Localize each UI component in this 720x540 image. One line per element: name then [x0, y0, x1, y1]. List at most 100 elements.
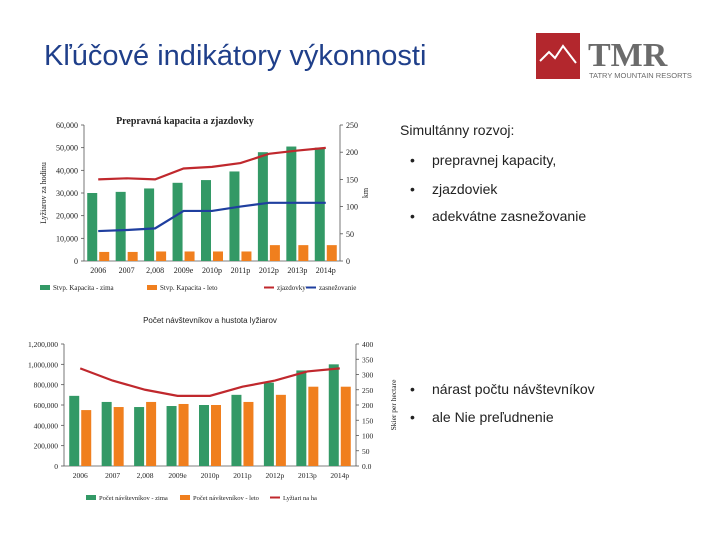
legend-label: Stvp. Kapacita - leto: [160, 284, 218, 292]
series-line: [98, 146, 326, 181]
bar: [296, 370, 307, 466]
bullet-text: adekvátne zasnežovanie: [432, 208, 587, 224]
bullet-item: • adekvátne zasnežovanie: [410, 208, 586, 224]
bullets-heading: Simultánny rozvoj:: [400, 122, 515, 138]
bullet-item: • nárast počtu návštevníkov: [410, 381, 595, 397]
bar: [127, 251, 138, 261]
tmr-logo: TMR TATRY MOUNTAIN RESORTS: [536, 33, 692, 80]
legend-label: zasnežovanie: [319, 284, 356, 292]
x-tick-label: 2012p: [259, 266, 279, 275]
y2-tick-label: 200: [362, 401, 374, 410]
y-tick-label: 200,000: [34, 442, 59, 451]
bar: [134, 407, 145, 466]
y-tick-label: 0: [54, 462, 58, 471]
bar: [213, 251, 223, 261]
bullet-text: ale Nie preľudnenie: [432, 409, 554, 425]
y-tick-label: 60,000: [56, 121, 78, 130]
x-tick-label: 2014p: [330, 471, 349, 480]
bar: [113, 407, 124, 466]
y2-tick-label: 200: [346, 148, 358, 157]
bar: [275, 394, 286, 466]
x-tick-label: 2011p: [231, 266, 251, 275]
y2-tick-label: 0.0: [362, 462, 372, 471]
bar: [99, 251, 110, 261]
bar: [257, 152, 268, 261]
series-line: [98, 201, 326, 233]
legend-swatch: [147, 285, 157, 290]
y-tick-label: 40,000: [56, 166, 78, 175]
bullet-dot: •: [410, 152, 415, 168]
bar: [229, 171, 240, 261]
bar: [184, 251, 195, 261]
logo-mark: [536, 33, 580, 79]
bar: [326, 245, 337, 261]
bar: [178, 403, 189, 466]
logo-subtitle: TATRY MOUNTAIN RESORTS: [589, 71, 692, 80]
x-tick-label: 2010p: [202, 266, 222, 275]
x-tick-label: 2013p: [298, 471, 317, 480]
bar: [199, 405, 209, 466]
logo-text: TMR: [588, 37, 668, 74]
series-line: [79, 367, 340, 397]
chart-title: Počet návštevníkov a hustota lyžiarov: [143, 316, 277, 325]
y2-tick-label: 250: [362, 386, 374, 395]
bullet-text: nárast počtu návštevníkov: [432, 381, 595, 397]
bar: [201, 180, 211, 261]
y2-tick-label: 0: [346, 257, 350, 266]
x-tick-label: 2007: [119, 266, 135, 275]
y-tick-label: 20,000: [56, 212, 78, 221]
bar: [69, 395, 80, 466]
bullet-dot: •: [410, 181, 415, 197]
y2-axis-label: km: [361, 187, 370, 198]
bullet-text: prepravnej kapacity,: [432, 152, 557, 168]
bar: [101, 401, 112, 466]
y2-axis-label: Skier per hectare: [389, 379, 398, 430]
y2-tick-label: 150: [362, 416, 374, 425]
bar: [241, 251, 252, 261]
bar: [340, 386, 351, 466]
x-tick-label: 2006: [73, 471, 88, 480]
bar: [286, 146, 297, 261]
bullet-item: • zjazdoviek: [410, 181, 497, 197]
x-tick-label: 2012p: [266, 471, 285, 480]
bullet-dot: •: [410, 208, 415, 224]
bar: [243, 401, 254, 466]
y2-tick-label: 50: [346, 230, 354, 239]
legend-swatch: [180, 495, 190, 500]
bar: [87, 193, 98, 261]
y2-tick-label: 150: [346, 175, 358, 184]
mountain-icon: [539, 44, 577, 64]
bar: [308, 386, 319, 466]
bullet-item: • ale Nie preľudnenie: [410, 409, 554, 425]
y-tick-label: 1,200,000: [28, 340, 58, 349]
y-tick-label: 30,000: [56, 189, 78, 198]
bar: [231, 394, 242, 466]
x-tick-label: 2013p: [287, 266, 307, 275]
y2-tick-label: 350: [362, 355, 374, 364]
x-tick-label: 2007: [105, 471, 120, 480]
x-tick-label: 2,008: [146, 266, 164, 275]
x-tick-label: 2014p: [316, 266, 336, 275]
y-tick-label: 0: [74, 257, 78, 266]
bar: [298, 245, 309, 261]
bar: [172, 182, 183, 261]
legend-swatch: [86, 495, 96, 500]
slide-title: Kľúčové indikátory výkonnosti: [44, 40, 427, 72]
legend-label: Počet návštevníkov - leto: [193, 495, 259, 502]
bar: [269, 245, 280, 261]
y-tick-label: 10,000: [56, 234, 78, 243]
y-tick-label: 800,000: [34, 381, 59, 390]
x-tick-label: 2009e: [174, 266, 194, 275]
y2-tick-label: 250: [346, 121, 358, 130]
x-tick-label: 2011p: [233, 471, 252, 480]
y2-tick-label: 400: [362, 340, 374, 349]
x-tick-label: 2010p: [201, 471, 220, 480]
bar: [328, 364, 339, 466]
legend-swatch: [40, 285, 50, 290]
bullet-dot: •: [410, 381, 415, 397]
bullet-dot: •: [410, 409, 415, 425]
y-tick-label: 50,000: [56, 144, 78, 153]
legend-label: Stvp. Kapacita - zima: [53, 284, 115, 292]
y2-tick-label: 100: [362, 432, 374, 441]
legend-label: Lyžiari na ha: [283, 495, 317, 502]
